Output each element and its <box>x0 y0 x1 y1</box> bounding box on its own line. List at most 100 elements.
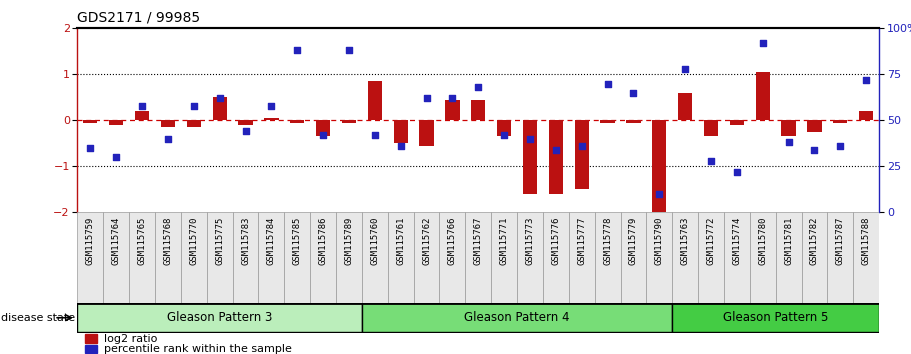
Bar <box>491 212 517 304</box>
Point <box>109 154 124 160</box>
Point <box>187 103 201 108</box>
Bar <box>310 212 336 304</box>
Bar <box>362 212 388 304</box>
Bar <box>77 303 362 332</box>
Bar <box>419 120 434 146</box>
Bar <box>161 120 175 127</box>
Bar <box>471 100 486 120</box>
Bar <box>103 212 129 304</box>
Bar <box>439 212 466 304</box>
Point <box>626 90 640 96</box>
Bar <box>672 303 879 332</box>
Bar <box>86 345 97 353</box>
Text: percentile rank within the sample: percentile rank within the sample <box>104 344 292 354</box>
Text: disease state: disease state <box>1 313 75 323</box>
Text: GSM115781: GSM115781 <box>784 217 793 266</box>
Point <box>212 96 227 101</box>
Text: GSM115789: GSM115789 <box>344 217 353 266</box>
Text: GSM115775: GSM115775 <box>215 217 224 266</box>
Bar <box>135 111 149 120</box>
Bar <box>724 212 750 304</box>
Text: GSM115772: GSM115772 <box>707 217 715 266</box>
Bar <box>834 120 847 123</box>
Point <box>160 136 175 142</box>
Bar <box>232 212 259 304</box>
Bar <box>259 212 284 304</box>
Bar <box>730 120 744 125</box>
Point <box>239 129 253 134</box>
Text: Gleason Pattern 4: Gleason Pattern 4 <box>465 311 569 324</box>
Point <box>316 132 331 138</box>
Bar <box>782 120 795 137</box>
Text: GSM115760: GSM115760 <box>371 217 379 266</box>
Text: GSM115785: GSM115785 <box>292 217 302 266</box>
Point <box>135 103 149 108</box>
Text: GSM115771: GSM115771 <box>499 217 508 266</box>
Bar <box>652 120 667 212</box>
Text: GSM115764: GSM115764 <box>112 217 121 266</box>
Text: GSM115787: GSM115787 <box>835 217 844 266</box>
Bar <box>336 212 362 304</box>
Bar <box>342 120 356 123</box>
Text: GSM115784: GSM115784 <box>267 217 276 266</box>
Text: GSM115767: GSM115767 <box>474 217 483 266</box>
Text: GSM115768: GSM115768 <box>163 217 172 266</box>
Text: GSM115790: GSM115790 <box>655 217 664 266</box>
Bar <box>698 212 724 304</box>
Text: GSM115773: GSM115773 <box>526 217 535 266</box>
Bar <box>207 212 232 304</box>
Bar <box>129 212 155 304</box>
Point <box>342 47 356 53</box>
Text: GSM115786: GSM115786 <box>319 217 328 266</box>
Point <box>755 40 770 46</box>
Bar <box>775 212 802 304</box>
Bar <box>807 120 822 132</box>
Point <box>548 147 563 153</box>
Text: GSM115759: GSM115759 <box>86 217 95 266</box>
Text: GSM115765: GSM115765 <box>138 217 147 266</box>
Text: GSM115783: GSM115783 <box>241 217 250 266</box>
Bar <box>316 120 330 137</box>
Bar <box>517 212 543 304</box>
Text: GSM115780: GSM115780 <box>758 217 767 266</box>
Bar <box>155 212 181 304</box>
Point <box>523 136 537 142</box>
Point <box>264 103 279 108</box>
Bar <box>750 212 775 304</box>
Bar <box>672 212 698 304</box>
Bar <box>523 120 537 194</box>
Bar <box>362 303 672 332</box>
Point <box>652 191 667 197</box>
Point <box>782 139 796 145</box>
Text: GSM115766: GSM115766 <box>448 217 457 266</box>
Text: GSM115774: GSM115774 <box>732 217 742 266</box>
Point <box>807 147 822 153</box>
Bar <box>86 335 97 343</box>
Text: GSM115777: GSM115777 <box>578 217 586 266</box>
Text: GSM115762: GSM115762 <box>422 217 431 266</box>
Text: Gleason Pattern 5: Gleason Pattern 5 <box>723 311 828 324</box>
Point <box>678 66 692 72</box>
Bar <box>77 212 103 304</box>
Bar <box>394 120 408 143</box>
Bar <box>212 97 227 120</box>
Bar <box>466 212 491 304</box>
Point <box>600 81 615 86</box>
Bar <box>647 212 672 304</box>
Bar <box>627 120 640 123</box>
Bar <box>827 212 854 304</box>
Text: Gleason Pattern 3: Gleason Pattern 3 <box>167 311 272 324</box>
Bar <box>264 118 279 120</box>
Point <box>703 158 718 164</box>
Bar <box>548 120 563 194</box>
Bar <box>388 212 414 304</box>
Bar <box>290 120 304 123</box>
Bar <box>543 212 568 304</box>
Text: GSM115778: GSM115778 <box>603 217 612 266</box>
Text: GSM115761: GSM115761 <box>396 217 405 266</box>
Bar <box>704 120 718 137</box>
Point <box>496 132 511 138</box>
Bar <box>595 212 620 304</box>
Bar <box>568 212 595 304</box>
Bar <box>859 111 874 120</box>
